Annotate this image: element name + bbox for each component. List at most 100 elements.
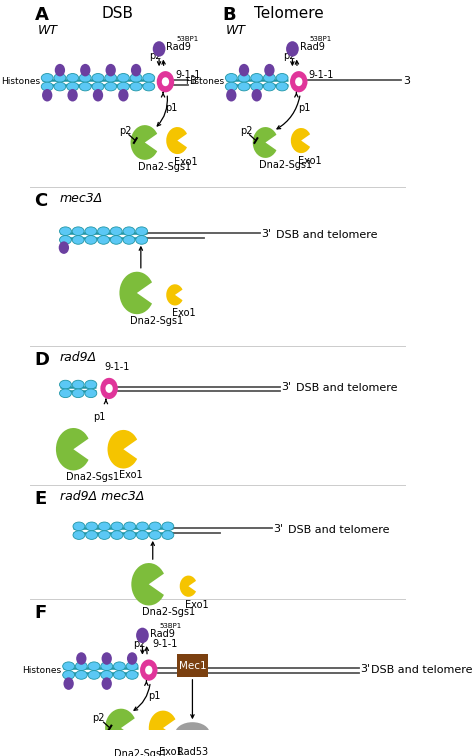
Text: Rad9: Rad9	[166, 42, 191, 52]
Text: rad9Δ: rad9Δ	[60, 351, 97, 364]
Text: p2: p2	[240, 126, 253, 136]
Text: Exo1: Exo1	[172, 308, 195, 318]
Ellipse shape	[72, 236, 84, 244]
Text: Exo1: Exo1	[118, 470, 142, 480]
Ellipse shape	[162, 522, 174, 531]
Wedge shape	[105, 708, 135, 747]
Text: F: F	[35, 603, 47, 621]
Circle shape	[64, 677, 74, 690]
Circle shape	[101, 677, 112, 690]
Ellipse shape	[85, 380, 97, 389]
Ellipse shape	[85, 227, 97, 236]
Text: p1: p1	[298, 103, 310, 113]
Text: p1: p1	[93, 411, 105, 422]
Ellipse shape	[99, 531, 110, 539]
Ellipse shape	[92, 73, 104, 82]
Ellipse shape	[63, 662, 74, 671]
Ellipse shape	[60, 380, 72, 389]
Text: 3': 3'	[361, 664, 371, 674]
Ellipse shape	[123, 236, 135, 244]
Ellipse shape	[75, 662, 87, 671]
Text: 9-1-1: 9-1-1	[175, 70, 201, 80]
Text: p2: p2	[150, 51, 162, 60]
Circle shape	[59, 241, 69, 254]
Ellipse shape	[72, 389, 84, 398]
Text: 53BP1: 53BP1	[310, 36, 332, 42]
Text: Dna2-Sgs1: Dna2-Sgs1	[66, 472, 119, 482]
Text: WT: WT	[226, 24, 246, 37]
Circle shape	[252, 89, 262, 101]
Ellipse shape	[105, 73, 117, 82]
Wedge shape	[131, 563, 164, 606]
Ellipse shape	[149, 522, 161, 531]
Ellipse shape	[111, 522, 123, 531]
Circle shape	[295, 77, 302, 86]
Ellipse shape	[110, 227, 122, 236]
Wedge shape	[166, 127, 187, 154]
Circle shape	[93, 89, 103, 101]
Text: DSB: DSB	[101, 7, 133, 21]
Text: Dna2-Sgs1: Dna2-Sgs1	[142, 607, 195, 618]
Wedge shape	[149, 711, 175, 745]
Ellipse shape	[149, 531, 161, 539]
Text: 9-1-1: 9-1-1	[104, 362, 130, 372]
Ellipse shape	[124, 522, 136, 531]
Ellipse shape	[98, 236, 109, 244]
FancyArrowPatch shape	[157, 96, 167, 126]
FancyArrowPatch shape	[134, 684, 150, 711]
Ellipse shape	[86, 531, 98, 539]
Ellipse shape	[137, 531, 148, 539]
Ellipse shape	[238, 82, 250, 91]
Ellipse shape	[276, 73, 288, 82]
Text: DSB and telomere: DSB and telomere	[296, 383, 397, 393]
Ellipse shape	[251, 73, 263, 82]
Ellipse shape	[41, 82, 53, 91]
Wedge shape	[108, 430, 137, 469]
Text: Rad9: Rad9	[150, 629, 174, 639]
Ellipse shape	[72, 380, 84, 389]
Ellipse shape	[225, 73, 237, 82]
Circle shape	[55, 64, 65, 76]
Text: mec3Δ: mec3Δ	[60, 192, 103, 205]
Ellipse shape	[238, 73, 250, 82]
Ellipse shape	[225, 82, 237, 91]
Ellipse shape	[126, 662, 138, 671]
Text: WT: WT	[37, 24, 58, 37]
Ellipse shape	[72, 227, 84, 236]
Ellipse shape	[137, 522, 148, 531]
Text: Dna2-Sgs1: Dna2-Sgs1	[130, 316, 183, 326]
Text: 9-1-1: 9-1-1	[308, 70, 334, 80]
Circle shape	[42, 89, 52, 101]
Ellipse shape	[136, 236, 147, 244]
Ellipse shape	[73, 531, 85, 539]
Text: Rad53: Rad53	[177, 747, 208, 756]
Ellipse shape	[85, 236, 97, 244]
Ellipse shape	[99, 522, 110, 531]
Circle shape	[67, 89, 78, 101]
Ellipse shape	[54, 82, 66, 91]
Ellipse shape	[41, 73, 53, 82]
Circle shape	[226, 89, 237, 101]
Text: Exo1: Exo1	[298, 156, 321, 166]
Ellipse shape	[264, 73, 275, 82]
Circle shape	[80, 64, 91, 76]
Text: p2: p2	[119, 126, 132, 136]
Text: D: D	[35, 351, 49, 369]
Ellipse shape	[276, 82, 288, 91]
Text: C: C	[35, 192, 48, 209]
Text: Histones: Histones	[1, 77, 40, 86]
Text: Mec1: Mec1	[179, 662, 206, 671]
Circle shape	[105, 384, 113, 393]
Text: 3': 3'	[273, 524, 283, 534]
Ellipse shape	[86, 522, 98, 531]
Circle shape	[145, 665, 153, 674]
Ellipse shape	[162, 531, 174, 539]
Circle shape	[136, 627, 149, 643]
Ellipse shape	[92, 82, 104, 91]
Text: A: A	[35, 7, 48, 24]
Text: DSB and telomere: DSB and telomere	[288, 525, 389, 535]
Ellipse shape	[143, 73, 155, 82]
Text: p2: p2	[283, 51, 295, 60]
Text: DSB and telomere: DSB and telomere	[276, 230, 377, 240]
Circle shape	[118, 89, 128, 101]
